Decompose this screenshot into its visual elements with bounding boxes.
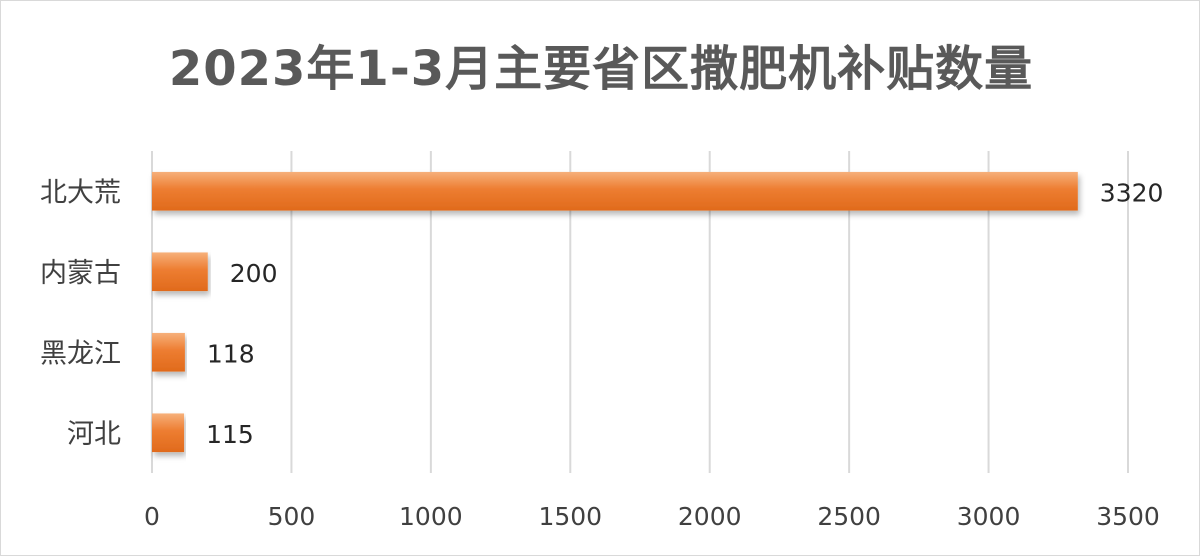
category-label: 黑龙江 xyxy=(40,338,121,369)
x-tick-label: 0 xyxy=(144,502,160,531)
x-tick-label: 3500 xyxy=(1096,502,1160,531)
bar xyxy=(152,332,185,372)
bar xyxy=(152,413,185,453)
bars xyxy=(152,171,1078,453)
labels: 0 500 1000 1500 2000 2500 3000 3500 北大荒 3320 内蒙古 20… xyxy=(40,177,1163,531)
chart-title: 2023年1-3月主要省区撒肥机补贴数量 xyxy=(168,41,1034,97)
data-label: 118 xyxy=(207,339,255,368)
data-label: 3320 xyxy=(1100,178,1164,207)
data-label: 200 xyxy=(230,259,278,288)
category-label: 北大荒 xyxy=(40,177,121,208)
x-tick-label: 500 xyxy=(268,502,316,531)
category-label: 内蒙古 xyxy=(40,258,121,289)
x-tick-label: 1000 xyxy=(399,502,463,531)
x-tick-label: 3000 xyxy=(957,502,1021,531)
x-tick-label: 1500 xyxy=(538,502,602,531)
bar xyxy=(152,252,208,292)
x-tick-label: 2500 xyxy=(817,502,881,531)
bar xyxy=(152,171,1078,211)
data-label: 115 xyxy=(206,420,254,449)
category-label: 河北 xyxy=(67,419,121,450)
x-tick-label: 2000 xyxy=(678,502,742,531)
